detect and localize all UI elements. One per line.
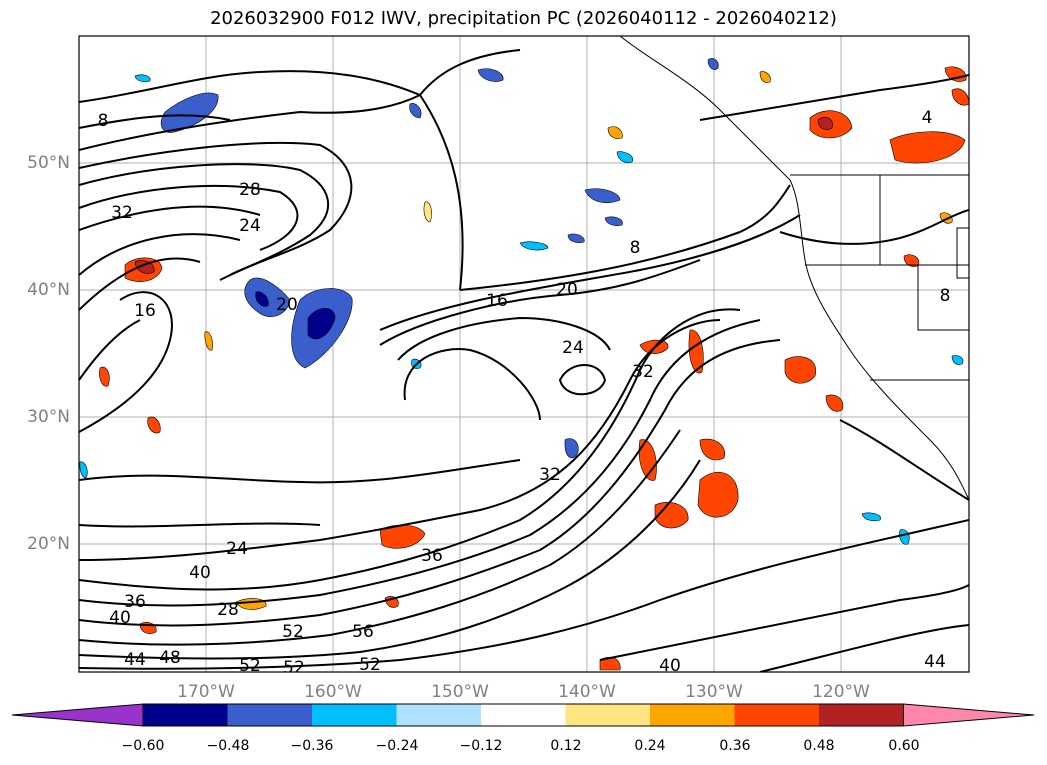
contour-label: 8: [940, 286, 951, 306]
x-axis-labels: 170°W 160°W 150°W 140°W 130°W 120°W: [177, 682, 870, 702]
y-tick-label: 20°N: [27, 534, 70, 554]
colorbar-tick-label: 0.48: [803, 738, 834, 754]
contour-label: 24: [226, 539, 248, 559]
contour-label: 44: [124, 650, 146, 670]
contour-label: 52: [359, 655, 381, 675]
x-tick-label: 160°W: [304, 682, 362, 702]
contour-label: 36: [124, 592, 146, 612]
x-tick-label: 170°W: [177, 682, 235, 702]
contour-label: 32: [539, 465, 561, 485]
contour-label: 52: [239, 656, 261, 676]
colorbar-outline: [142, 703, 904, 727]
contour-label: 28: [239, 180, 261, 200]
colorbar-segment: [143, 704, 228, 726]
colorbar-segment: [396, 704, 482, 726]
contour-labels: 8 28 32 24 16 20 16 20 24 32 32 8 4 8 36…: [98, 108, 951, 678]
positive-anomaly-areas: [99, 66, 969, 671]
map-background: [79, 36, 969, 672]
colorbar-segment: [227, 704, 313, 726]
contour-label: 8: [98, 111, 109, 131]
colorbar-segment: [734, 704, 820, 726]
contour-label: 48: [159, 648, 181, 668]
contour-label: 32: [632, 362, 654, 382]
colorbar-tick-label: 0.60: [888, 738, 919, 754]
colorbar-extend-max: [903, 703, 1035, 727]
negative-anomaly-areas: [79, 58, 964, 545]
y-tick-label: 30°N: [27, 407, 70, 427]
x-tick-label: 120°W: [812, 682, 870, 702]
contour-label: 20: [556, 280, 578, 300]
contour-label: 40: [189, 563, 211, 583]
colorbar-segment: [650, 704, 735, 726]
colorbar-tick-label: −0.36: [291, 738, 334, 754]
contour-label: 44: [924, 652, 946, 672]
colorbar-segment: [819, 704, 904, 726]
contour-label: 52: [282, 622, 304, 642]
contour-label: 32: [111, 203, 133, 223]
contour-label: 52: [283, 658, 305, 678]
map-frame: [78, 35, 970, 673]
colorbar-extend-min: [11, 703, 144, 727]
x-tick-label: 130°W: [685, 682, 743, 702]
coastlines: [619, 36, 969, 501]
colorbar-tick-label: 0.36: [719, 738, 750, 754]
y-axis-labels: 20°N 30°N 40°N 50°N: [27, 153, 70, 554]
colorbar-segment: [565, 704, 651, 726]
contour-label: 16: [486, 291, 508, 311]
chart-title: 2026032900 F012 IWV, precipitation PC (2…: [210, 8, 837, 29]
contour-label: 20: [276, 295, 298, 315]
contour-label: 56: [352, 622, 374, 642]
colorbar-segment: [312, 704, 397, 726]
colorbar-tick-label: −0.12: [460, 738, 503, 754]
y-tick-label: 50°N: [27, 153, 70, 173]
colorbar-tick-label: −0.48: [207, 738, 250, 754]
map-content: 8 28 32 24 16 20 16 20 24 32 32 8 4 8 36…: [79, 36, 969, 678]
colorbar-labels: −0.60 −0.48 −0.36 −0.24 −0.12 0.12 0.24 …: [122, 738, 920, 754]
colorbar-tick-label: 0.12: [550, 738, 581, 754]
contour-label: 36: [421, 546, 443, 566]
contour-label: 4: [922, 108, 933, 128]
x-tick-label: 150°W: [431, 682, 489, 702]
colorbar: [11, 703, 1035, 727]
colorbar-tick-label: −0.24: [376, 738, 419, 754]
contour-label: 16: [134, 301, 156, 321]
contour-label: 40: [109, 608, 131, 628]
contour-label: 8: [630, 238, 641, 258]
contour-label: 28: [217, 600, 239, 620]
colorbar-tick-label: 0.24: [634, 738, 665, 754]
x-tick-label: 140°W: [558, 682, 616, 702]
contour-label: 24: [239, 216, 261, 236]
contour-label: 40: [659, 656, 681, 676]
colorbar-segment: [481, 704, 566, 726]
iwv-contours: [79, 49, 969, 672]
y-tick-label: 40°N: [27, 280, 70, 300]
contour-label: 24: [562, 338, 584, 358]
colorbar-tick-label: −0.60: [122, 738, 165, 754]
